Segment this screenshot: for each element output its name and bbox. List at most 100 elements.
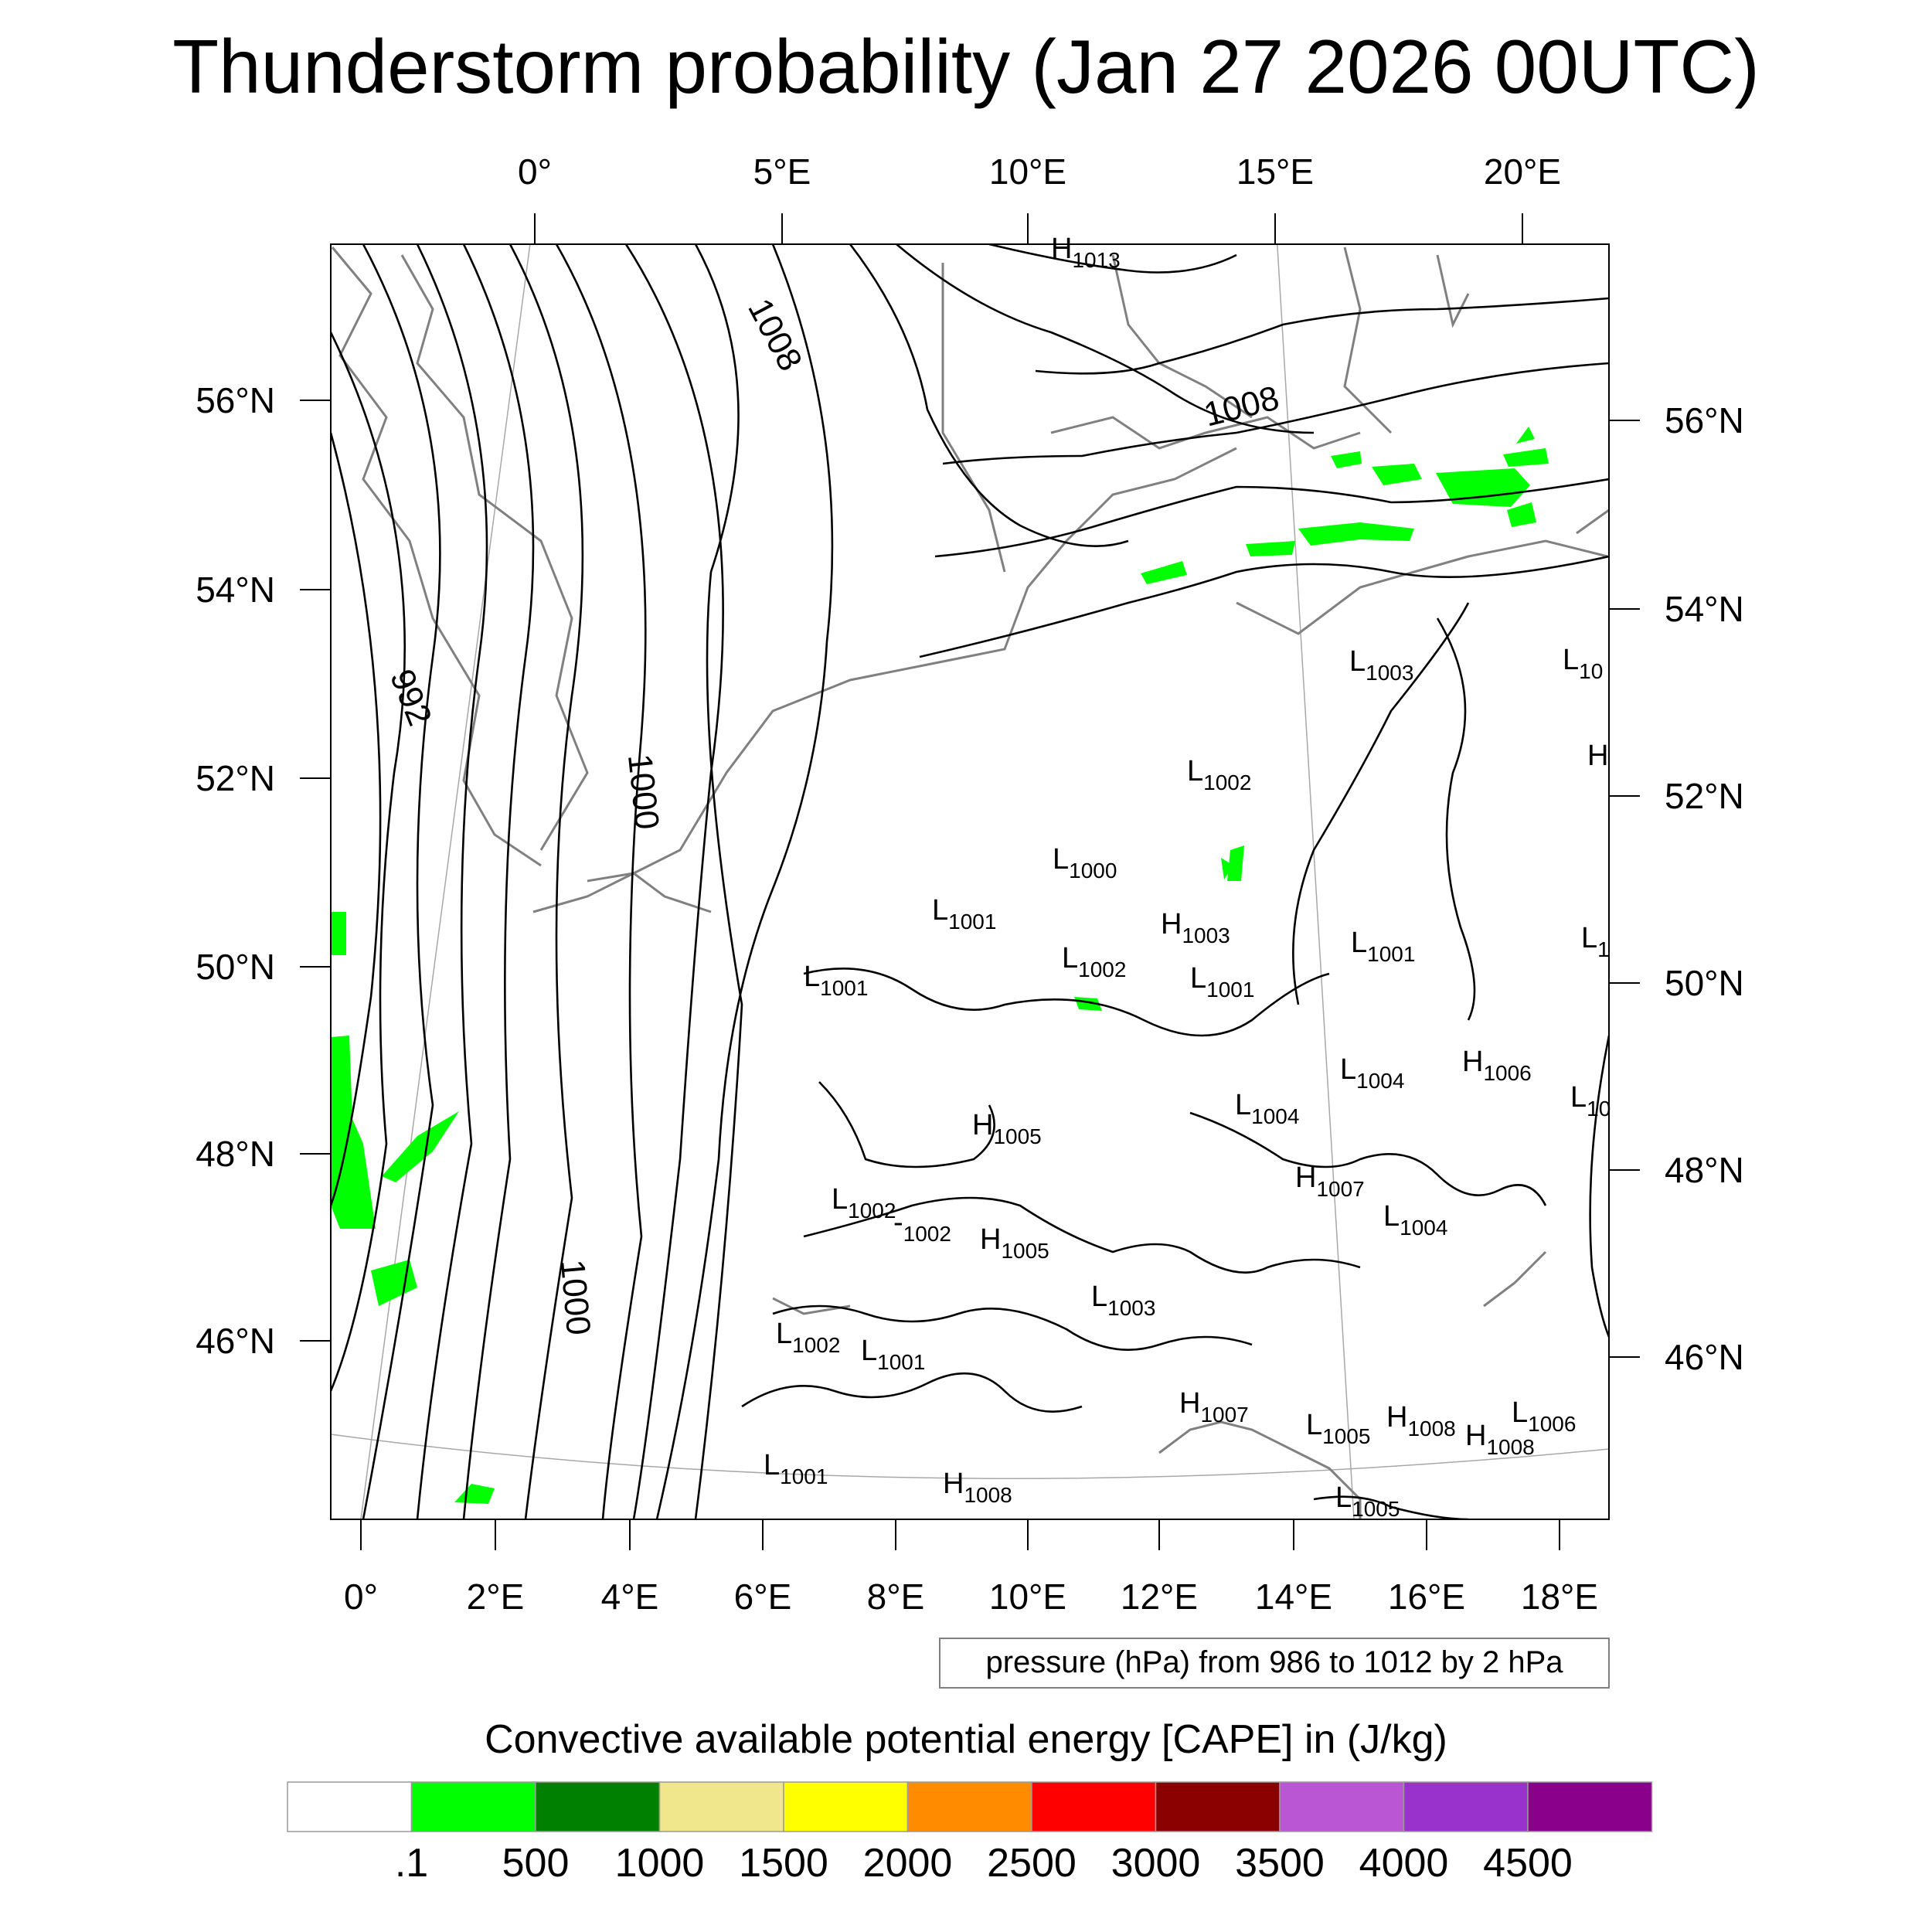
cape-patch (1331, 451, 1362, 468)
pressure-center: L1001 (1190, 962, 1254, 1002)
lon-label: 16°E (1388, 1577, 1465, 1617)
meridian-0 (360, 244, 531, 1519)
isobar (1313, 1495, 1469, 1519)
lat-label: 50°N (1665, 963, 1744, 1003)
lon-label: 6°E (734, 1577, 792, 1617)
left-latitude-labels: 56°N 54°N 52°N 50°N 48°N 46°N (196, 380, 275, 1361)
lat-label: 46°N (1665, 1337, 1744, 1377)
coastline-continent (532, 447, 1237, 913)
lon-label: 20°E (1484, 151, 1561, 192)
colorbar-label: 2000 (863, 1841, 953, 1886)
isobar (818, 1081, 995, 1168)
isobar (1189, 1111, 1547, 1206)
coastline-britain-east (400, 254, 589, 851)
pressure-center: L1002 (832, 1183, 896, 1223)
edge-label-fragments: L10 H L1 L10 (1563, 644, 1611, 1121)
lon-label: 5°E (753, 151, 811, 192)
pressure-center: H1007 (1295, 1162, 1365, 1201)
pressure-center: L1004 (1383, 1200, 1447, 1240)
lat-label: 52°N (1665, 776, 1744, 816)
cape-patch (1298, 522, 1414, 546)
colorbar-boxes (287, 1781, 1653, 1832)
isobars (331, 244, 1609, 1519)
colorbar: Convective available potential energy [C… (287, 1717, 1653, 1886)
pressure-center: H1003 (1161, 908, 1230, 947)
edge-fragment: L10 (1563, 644, 1603, 683)
graticule (331, 244, 1609, 1519)
coastline-baltic-south (1236, 539, 1608, 635)
colorbar-box (1279, 1781, 1405, 1832)
colorbar-box (1527, 1781, 1653, 1832)
cape-patch (1503, 448, 1549, 467)
lat-label: 48°N (196, 1134, 275, 1174)
cape-patch (1227, 845, 1244, 881)
pressure-center: H1005 (972, 1109, 1042, 1148)
isobar (509, 244, 584, 1519)
colorbar-box (1155, 1781, 1281, 1832)
cape-patch (1372, 464, 1422, 485)
coastline-britain (331, 247, 542, 867)
coastline-jutland (941, 263, 1006, 573)
isobar (772, 1304, 1253, 1351)
pressure-center: L1002 (776, 1318, 840, 1357)
info-box-frame (939, 1638, 1610, 1689)
lat-label: 50°N (196, 947, 275, 987)
edge-fragment: L1 (1581, 922, 1610, 961)
contour-info-box: pressure (hPa) from 986 to 1012 by 2 hPa (939, 1638, 1610, 1689)
isobar (741, 1372, 1083, 1413)
pressure-center: H1008 (943, 1468, 1012, 1507)
right-latitude-labels: 56°N 54°N 52°N 50°N 48°N 46°N (1665, 400, 1744, 1377)
pressure-center: L1000 (1053, 843, 1117, 883)
pressure-center: H1008 (1386, 1401, 1456, 1440)
pressure-center: L1001 (1351, 927, 1415, 966)
isobar (988, 244, 1237, 274)
lon-label: 14°E (1255, 1577, 1332, 1617)
pressure-center: L1002 (1187, 755, 1251, 794)
pressure-center: L1001 (804, 961, 868, 1000)
colorbar-box (783, 1781, 909, 1832)
lat-label: 52°N (196, 758, 275, 798)
pressure-center: L1001 (932, 894, 996, 934)
cape-patch (1246, 541, 1295, 556)
page-title: Thunderstorm probability (Jan 27 2026 00… (172, 24, 1760, 109)
cape-patch (331, 1036, 376, 1229)
pressure-center: L1001 (861, 1335, 925, 1374)
border-fragment (587, 872, 712, 913)
lon-label: 18°E (1521, 1577, 1598, 1617)
colorbar-box (287, 1781, 413, 1832)
pressure-center: L1004 (1340, 1053, 1404, 1093)
isobar (1292, 602, 1470, 1005)
pressure-center: L1003 (1349, 645, 1413, 685)
colorbar-labels: .1 500 1000 1500 2000 2500 3000 3500 4000 4500 (395, 1841, 1573, 1886)
pressure-center: L1006 (1512, 1396, 1576, 1436)
pressure-center: H1008 (1465, 1420, 1535, 1459)
lat-label: 54°N (1665, 589, 1744, 629)
cape-patch (1141, 561, 1187, 584)
isobar (942, 362, 1609, 465)
top-longitude-labels: 0° 5°E 10°E 15°E 20°E (518, 151, 1561, 192)
isobar-label: 1000 (553, 1258, 597, 1337)
map-panel: 0° 5°E 10°E 15°E 20°E 0° 2°E 4°E 6°E 8°E… (196, 151, 1744, 1617)
coastline-gotland (1436, 254, 1470, 328)
isobar (331, 432, 382, 1206)
lon-label: 0° (344, 1577, 378, 1617)
edge-fragment: L10 (1570, 1081, 1611, 1121)
pressure-center: L1003 (1091, 1281, 1155, 1320)
isobar (849, 244, 1129, 547)
lon-label: 12°E (1121, 1577, 1198, 1617)
isobar (934, 478, 1609, 558)
colorbar-label: .1 (395, 1841, 428, 1886)
lon-label: 8°E (867, 1577, 925, 1617)
cape-patch (382, 1111, 459, 1182)
colorbar-label: 3000 (1111, 1841, 1201, 1886)
colorbar-label: 500 (502, 1841, 570, 1886)
isobar (803, 968, 1330, 1037)
colorbar-box (1403, 1781, 1529, 1832)
cape-patch (1221, 858, 1233, 879)
cape-regions (331, 427, 1549, 1504)
isobar (694, 244, 743, 1519)
isobar (331, 332, 406, 1392)
colorbar-label: 4500 (1483, 1841, 1573, 1886)
isobar (919, 555, 1609, 658)
colorbar-label: 1500 (739, 1841, 828, 1886)
